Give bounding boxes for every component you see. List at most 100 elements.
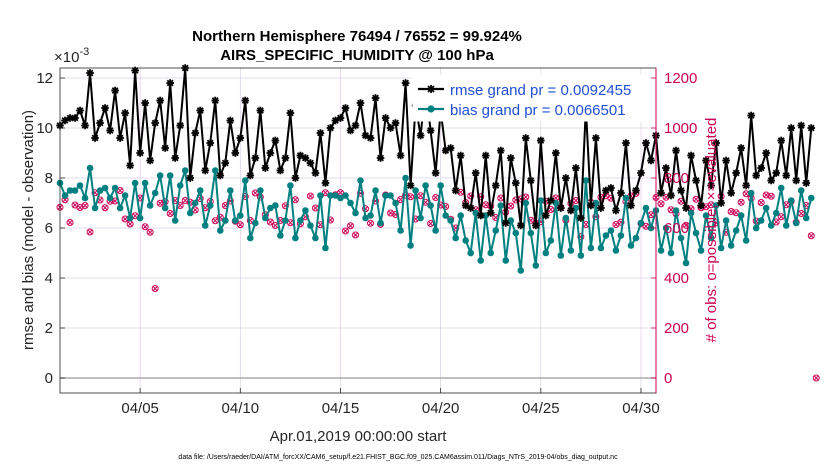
rmse-point-136 [737, 144, 745, 152]
rmse-point-143 [772, 169, 781, 177]
bias-point-87 [492, 227, 500, 234]
rmse-point-85 [481, 151, 490, 160]
bias-point-17 [141, 179, 149, 187]
y-left-tick-label-6: 12 [36, 70, 53, 87]
bias-point-108 [597, 244, 605, 252]
bias-point-36 [237, 212, 244, 219]
rmse-point-44 [276, 166, 285, 175]
rmse-point-107 [592, 134, 600, 142]
rmse-point-56 [336, 114, 345, 122]
obs-point-150 [807, 232, 815, 240]
bias-point-27 [191, 199, 199, 207]
bias-point-11 [111, 184, 119, 192]
bias-point-42 [267, 204, 274, 212]
rmse-point-24 [176, 121, 184, 130]
rmse-point-133 [722, 156, 730, 165]
bias-point-5 [81, 194, 89, 202]
rmse-point-129 [702, 156, 710, 165]
bias-point-64 [377, 219, 384, 227]
bias-point-60 [357, 177, 364, 184]
rmse-point-99 [552, 149, 560, 157]
rmse-point-94 [526, 176, 535, 185]
bias-point-149 [802, 214, 810, 222]
rmse-point-146 [787, 124, 796, 132]
rmse-point-127 [692, 176, 700, 185]
rmse-point-80 [456, 151, 465, 160]
rmse-point-13 [121, 109, 129, 117]
bias-point-56 [337, 194, 344, 202]
bias-point-142 [767, 222, 775, 229]
rmse-point-114 [627, 201, 635, 210]
obs-point-6 [86, 228, 94, 236]
rmse-point-7 [91, 134, 99, 142]
rmse-point-27 [191, 129, 200, 137]
obs-point-9 [101, 204, 109, 212]
rmse-point-79 [451, 186, 460, 195]
bias-point-96 [537, 197, 545, 204]
y-right-tick-label-6: 1200 [664, 70, 697, 87]
bias-point-137 [742, 237, 750, 244]
rmse-point-28 [196, 106, 205, 115]
bias-point-65 [382, 192, 389, 199]
bias-point-71 [412, 187, 419, 194]
rmse-point-123 [672, 146, 680, 155]
legend-bias-marker [427, 105, 435, 113]
bias-point-118 [647, 224, 655, 232]
bias-point-70 [407, 242, 414, 249]
bias-point-92 [517, 267, 525, 274]
x-axis-label: Apr.01,2019 00:00:00 start [270, 428, 448, 445]
rmse-point-62 [366, 134, 375, 142]
bias-point-33 [221, 217, 229, 224]
bias-point-133 [722, 217, 730, 224]
bias-point-53 [322, 244, 329, 252]
rmse-point-117 [642, 139, 650, 147]
bias-point-7 [91, 204, 99, 212]
bias-point-31 [211, 167, 219, 174]
chart-title-line1: Northern Hemisphere 76494 / 76552 = 99.9… [192, 28, 522, 45]
bias-point-34 [226, 187, 234, 194]
bias-point-123 [672, 207, 680, 214]
bias-point-114 [627, 242, 635, 249]
rmse-point-3 [71, 114, 79, 122]
rmse-point-21 [161, 144, 169, 152]
bias-point-30 [206, 202, 214, 209]
y-right-tick-label-3: 600 [664, 220, 689, 237]
bias-point-61 [362, 214, 369, 222]
obs-point-53 [321, 189, 329, 197]
rmse-point-120 [657, 189, 665, 197]
rmse-point-54 [326, 124, 335, 132]
obs-point-17 [141, 223, 149, 231]
bias-point-121 [662, 224, 670, 232]
rmse-point-50 [306, 159, 315, 167]
rmse-point-46 [286, 109, 295, 117]
rmse-point-128 [697, 201, 705, 210]
bias-point-72 [417, 214, 424, 222]
rmse-point-38 [246, 171, 255, 180]
bias-point-113 [622, 194, 630, 202]
rmse-point-74 [426, 126, 435, 135]
bias-point-24 [176, 182, 184, 189]
bias-point-88 [497, 202, 505, 209]
rmse-point-115 [632, 186, 640, 195]
rmse-point-110 [607, 184, 615, 192]
bias-point-93 [522, 199, 530, 207]
bias-point-21 [161, 204, 169, 212]
rmse-point-23 [171, 154, 179, 162]
rmse-point-59 [351, 121, 360, 130]
bias-point-51 [312, 234, 319, 242]
bias-point-52 [317, 192, 324, 199]
bias-point-84 [477, 257, 485, 264]
bias-point-4 [76, 182, 84, 189]
rmse-point-137 [742, 181, 750, 190]
rmse-point-104 [577, 214, 585, 222]
legend-rmse-marker [427, 85, 435, 93]
bias-point-77 [442, 212, 449, 219]
bias-point-91 [512, 229, 520, 237]
rmse-point-122 [667, 191, 675, 200]
rmse-point-118 [647, 156, 655, 165]
rmse-point-51 [311, 169, 320, 177]
bias-point-80 [457, 212, 464, 219]
rmse-point-102 [567, 206, 575, 215]
rmse-point-40 [256, 106, 265, 115]
rmse-point-17 [141, 99, 149, 107]
